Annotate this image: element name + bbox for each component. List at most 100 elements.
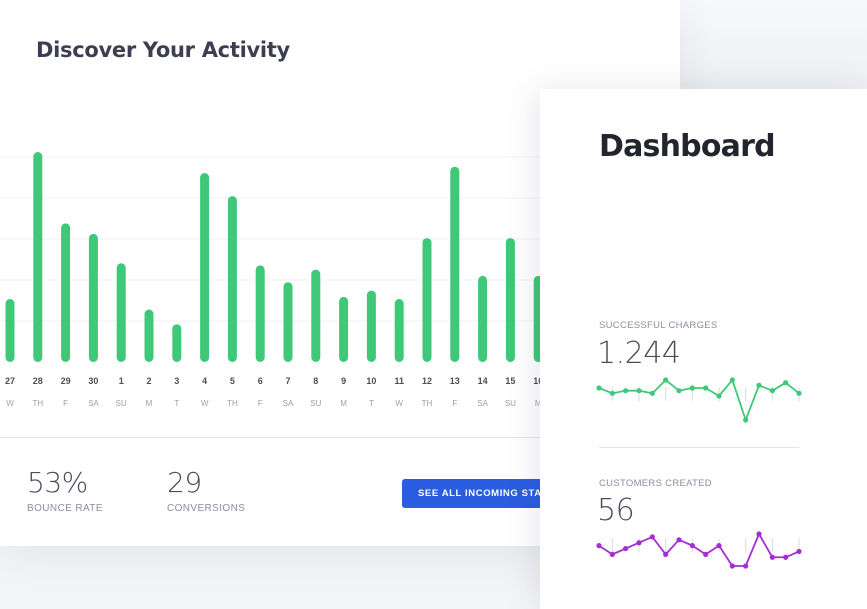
weekday-tick-label: SA — [477, 399, 488, 408]
stats-divider — [0, 437, 540, 438]
sparkline-point — [796, 390, 802, 396]
weekday-tick-label: F — [452, 399, 457, 408]
sparkline-point — [716, 393, 722, 399]
sparkline-point — [716, 543, 722, 549]
sparkline-point — [729, 563, 735, 569]
bounce-rate-label: BOUNCE RATE — [27, 503, 103, 514]
metrics-divider — [599, 447, 799, 448]
date-tick-label: 28 — [33, 376, 43, 386]
date-tick-label: 9 — [341, 376, 346, 386]
date-tick-label: 8 — [313, 376, 318, 386]
sparkline-point — [689, 385, 695, 391]
weekday-tick-label: SA — [88, 399, 99, 408]
activity-bar-chart: 27 W 28 TH 29 F 30 SA 1 SU 2 M 3 T 4 W 5 TH 6 F 7 SA 8 SU 9 M 10 T 1… — [0, 152, 540, 408]
date-tick-label: 12 — [422, 376, 432, 386]
date-tick-label: 27 — [5, 376, 15, 386]
activity-bar — [533, 275, 540, 362]
weekday-tick-label: SU — [310, 399, 321, 408]
sparkline-point — [769, 388, 775, 394]
activity-bar — [450, 166, 460, 362]
weekday-tick-label: SU — [505, 399, 516, 408]
activity-bar — [505, 238, 515, 362]
conversions-stat: 29 CONVERSIONS — [167, 466, 245, 514]
sparkline-point — [609, 390, 615, 396]
successful-charges-value: 1.244 — [597, 336, 681, 371]
activity-bar — [200, 173, 210, 362]
date-tick-label: 3 — [174, 376, 179, 386]
date-tick-label: 15 — [505, 376, 515, 386]
successful-charges-sparkline — [596, 377, 802, 423]
activity-bar — [61, 223, 71, 362]
date-tick-label: 4 — [202, 376, 207, 386]
sparkline-point — [623, 388, 629, 394]
date-tick-label: 5 — [230, 376, 235, 386]
sparkline-point — [623, 545, 629, 552]
sparkline-point — [649, 534, 655, 540]
activity-title: Discover Your Activity — [36, 38, 290, 62]
activity-bar — [478, 275, 488, 362]
date-tick-label: 29 — [61, 376, 71, 386]
weekday-tick-label: M — [146, 399, 153, 408]
date-tick-label: 16 — [533, 376, 540, 386]
date-tick-label: 30 — [88, 376, 98, 386]
weekday-tick-label: SA — [283, 399, 294, 408]
sparkline-point — [743, 563, 749, 569]
sparkline-point — [756, 531, 762, 537]
sparkline-point — [703, 385, 709, 391]
date-tick-label: 2 — [146, 376, 151, 386]
successful-charges-label: SUCCESSFUL CHARGES — [599, 320, 718, 331]
activity-bar — [116, 263, 126, 362]
activity-bar — [144, 309, 154, 362]
customers-created-value: 56 — [597, 493, 635, 528]
weekday-tick-label: W — [6, 399, 14, 408]
activity-bar — [33, 152, 43, 362]
activity-bar — [255, 265, 265, 362]
weekday-tick-label: M — [535, 399, 540, 408]
bounce-rate-stat: 53% BOUNCE RATE — [27, 466, 103, 514]
see-all-stats-button[interactable]: SEE ALL INCOMING STATS — [402, 479, 552, 508]
activity-bar — [311, 269, 321, 362]
customers-created-label: CUSTOMERS CREATED — [599, 478, 712, 489]
weekday-tick-label: T — [174, 399, 179, 408]
activity-bar — [422, 238, 432, 362]
sparkline-point — [676, 388, 682, 394]
weekday-tick-label: TH — [227, 399, 238, 408]
activity-bar — [88, 233, 98, 362]
sparkline-point — [796, 548, 802, 555]
sparkline-point — [783, 380, 789, 386]
weekday-tick-label: T — [369, 399, 374, 408]
sparkline-point — [769, 554, 775, 560]
sparkline-point — [609, 551, 615, 557]
activity-bar — [227, 196, 237, 362]
sparkline-point — [703, 551, 709, 557]
sparkline-point — [743, 417, 749, 423]
sparkline-point — [663, 551, 669, 557]
sparkline-point — [783, 554, 789, 560]
activity-bar — [5, 299, 15, 362]
sparkline-point — [636, 388, 642, 394]
weekday-tick-label: F — [63, 399, 68, 408]
weekday-tick-label: W — [395, 399, 403, 408]
date-tick-label: 13 — [450, 376, 460, 386]
weekday-tick-label: F — [258, 399, 263, 408]
sparkline-point — [676, 537, 682, 543]
activity-bar — [172, 324, 182, 362]
dashboard-card: Dashboard SUCCESSFUL CHARGES 1.244 CUSTO… — [540, 89, 867, 609]
sparkline-point — [649, 390, 655, 396]
date-tick-label: 1 — [119, 376, 124, 386]
conversions-value: 29 — [167, 466, 202, 499]
sparkline-point — [636, 540, 642, 546]
activity-bar — [394, 299, 404, 362]
weekday-tick-label: TH — [422, 399, 433, 408]
activity-bar — [339, 296, 349, 362]
weekday-tick-label: M — [340, 399, 347, 408]
sparkline-point — [756, 382, 762, 388]
date-tick-label: 11 — [394, 376, 404, 386]
sparkline-point — [689, 543, 695, 549]
date-tick-label: 6 — [258, 376, 263, 386]
bounce-rate-value: 53% — [27, 466, 88, 499]
customers-created-sparkline — [596, 531, 802, 569]
date-tick-label: 10 — [366, 376, 376, 386]
sparkline-line — [598, 379, 800, 421]
weekday-tick-label: W — [201, 399, 209, 408]
